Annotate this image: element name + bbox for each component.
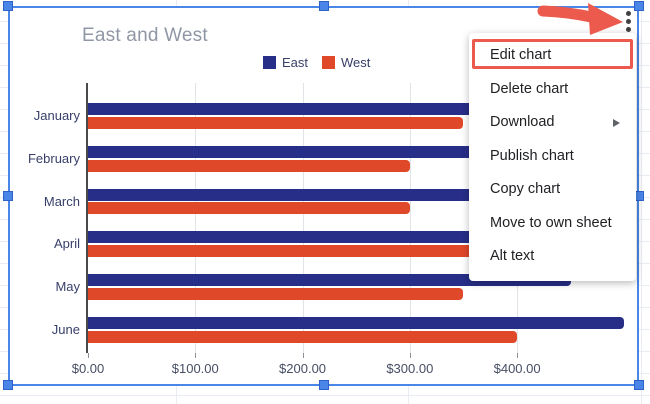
bar-june-west <box>88 330 518 343</box>
gridline <box>409 83 411 353</box>
selection-handle-top-mid[interactable] <box>319 1 329 11</box>
x-axis-label: $100.00 <box>171 361 219 376</box>
selection-handle-bottom-mid[interactable] <box>319 380 329 390</box>
legend-item-west: West <box>322 55 370 70</box>
gridline <box>302 83 304 353</box>
menu-item-copy-chart[interactable]: Copy chart <box>469 173 636 207</box>
legend-label-east: East <box>282 55 309 70</box>
axis-tick <box>409 353 411 358</box>
x-axis-label: $400.00 <box>493 361 541 376</box>
bar-june-east <box>88 317 625 329</box>
category-label: February <box>27 150 80 166</box>
menu-item-label: Edit chart <box>490 47 552 63</box>
axis-tick <box>195 353 197 358</box>
bar-february-east <box>88 145 571 158</box>
selection-handle-bottom-left[interactable] <box>3 380 13 390</box>
legend-swatch-east <box>263 56 276 69</box>
gridline <box>195 83 197 353</box>
menu-item-edit-chart[interactable]: Edit chart <box>469 39 636 73</box>
selection-handle-top-right[interactable] <box>634 1 644 11</box>
bar-april-west <box>88 245 518 258</box>
category-label: March <box>43 193 80 209</box>
menu-item-label: Download <box>490 114 555 130</box>
selection-handle-mid-left[interactable] <box>3 191 13 201</box>
menu-item-alt-text[interactable]: Alt text <box>469 240 636 274</box>
menu-item-label: Delete chart <box>490 80 569 97</box>
x-axis-label: $300.00 <box>386 361 434 376</box>
menu-item-label: Copy chart <box>490 181 561 197</box>
bar-april-east <box>88 231 571 244</box>
annotation-arrow-icon <box>537 3 623 35</box>
legend-label-west: West <box>341 55 371 70</box>
chart-context-menu: Edit chart Delete chart Download Publish… <box>469 33 636 281</box>
legend-item-east: East <box>263 55 308 70</box>
bar-january-east <box>88 103 571 115</box>
bar-february-west <box>88 159 410 172</box>
menu-item-download[interactable]: Download <box>469 106 636 140</box>
menu-item-label: Publish chart <box>490 147 574 164</box>
category-label: May <box>55 279 80 295</box>
category-label: April <box>53 236 80 252</box>
axis-tick <box>302 353 304 358</box>
bar-may-west <box>88 288 464 300</box>
menu-item-label: Move to own sheet <box>490 214 612 231</box>
bar-may-east <box>88 274 571 287</box>
axis-tick <box>88 353 89 358</box>
selection-handle-top-left[interactable] <box>3 1 13 11</box>
menu-item-publish-chart[interactable]: Publish chart <box>469 140 636 174</box>
menu-item-label: Alt text <box>490 248 535 264</box>
plot-area: $0.00 $100.00 $200.00 $300.00 $400.00 January… <box>28 83 628 376</box>
bar-march-east <box>88 188 571 201</box>
chart-legend: East West <box>263 55 370 70</box>
legend-swatch-west <box>322 56 336 69</box>
submenu-arrow-icon <box>613 118 620 127</box>
x-axis-label: $200.00 <box>279 361 327 376</box>
menu-item-delete-chart[interactable]: Delete chart <box>469 73 636 107</box>
chart-options-kebab-icon[interactable] <box>626 11 632 35</box>
category-label: June <box>51 322 80 337</box>
bar-january-west <box>88 116 464 129</box>
bar-march-west <box>88 202 410 215</box>
category-label: January <box>33 108 80 123</box>
menu-item-move-to-own-sheet[interactable]: Move to own sheet <box>469 207 636 241</box>
axis-tick <box>517 353 519 358</box>
edit-chart-highlight-annotation <box>472 39 633 69</box>
chart-title: East and West <box>82 25 208 46</box>
x-axis-label: $0.00 <box>71 361 105 376</box>
selection-handle-bottom-right[interactable] <box>634 380 644 390</box>
